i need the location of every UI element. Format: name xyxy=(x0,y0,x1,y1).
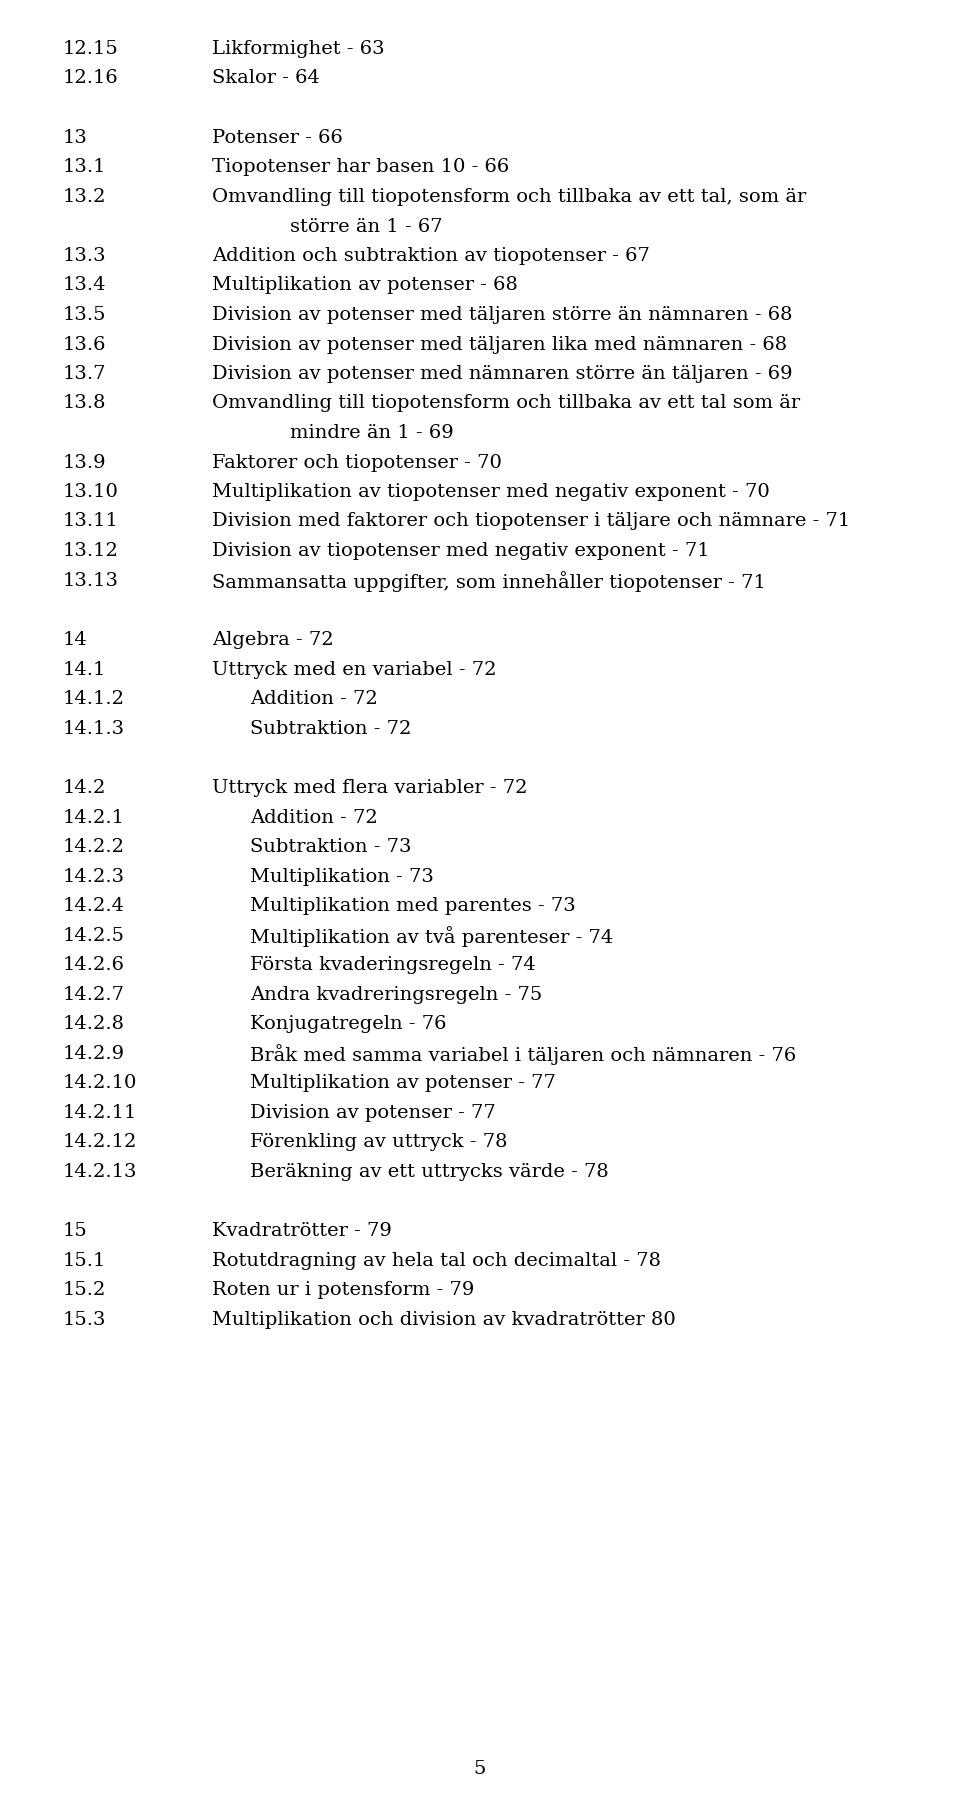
Text: 14.2.8: 14.2.8 xyxy=(63,1015,125,1034)
Text: 14.2.10: 14.2.10 xyxy=(63,1073,137,1091)
Text: 13.1: 13.1 xyxy=(63,159,107,177)
Text: Tiopotenser har basen 10 - 66: Tiopotenser har basen 10 - 66 xyxy=(212,159,509,177)
Text: 13.4: 13.4 xyxy=(63,277,107,295)
Text: Första kvaderingsregeln - 74: Första kvaderingsregeln - 74 xyxy=(250,956,536,974)
Text: Algebra - 72: Algebra - 72 xyxy=(212,632,334,650)
Text: Faktorer och tiopotenser - 70: Faktorer och tiopotenser - 70 xyxy=(212,454,502,471)
Text: Sammansatta uppgifter, som innehåller tiopotenser - 71: Sammansatta uppgifter, som innehåller ti… xyxy=(212,572,766,592)
Text: 15.2: 15.2 xyxy=(63,1281,107,1300)
Text: Division av potenser med täljaren lika med nämnaren - 68: Division av potenser med täljaren lika m… xyxy=(212,335,787,353)
Text: Multiplikation av potenser - 77: Multiplikation av potenser - 77 xyxy=(250,1073,556,1091)
Text: Roten ur i potensform - 79: Roten ur i potensform - 79 xyxy=(212,1281,474,1300)
Text: mindre än 1 - 69: mindre än 1 - 69 xyxy=(290,424,454,442)
Text: 14.2.7: 14.2.7 xyxy=(63,985,125,1003)
Text: Konjugatregeln - 76: Konjugatregeln - 76 xyxy=(250,1015,446,1034)
Text: Addition - 72: Addition - 72 xyxy=(250,809,377,827)
Text: Addition och subtraktion av tiopotenser - 67: Addition och subtraktion av tiopotenser … xyxy=(212,246,650,264)
Text: 14: 14 xyxy=(63,632,87,650)
Text: Förenkling av uttryck - 78: Förenkling av uttryck - 78 xyxy=(250,1133,508,1151)
Text: Multiplikation och division av kvadratrötter 80: Multiplikation och division av kvadratrö… xyxy=(212,1310,676,1329)
Text: 14.1.2: 14.1.2 xyxy=(63,690,125,708)
Text: 14.1: 14.1 xyxy=(63,661,107,679)
Text: 14.2.2: 14.2.2 xyxy=(63,838,125,856)
Text: 13.12: 13.12 xyxy=(63,541,119,559)
Text: Division av potenser med nämnaren större än täljaren - 69: Division av potenser med nämnaren större… xyxy=(212,366,793,384)
Text: Multiplikation - 73: Multiplikation - 73 xyxy=(250,867,434,885)
Text: Likformighet - 63: Likformighet - 63 xyxy=(212,40,385,58)
Text: större än 1 - 67: större än 1 - 67 xyxy=(290,217,443,235)
Text: 14.2.5: 14.2.5 xyxy=(63,927,125,945)
Text: 13: 13 xyxy=(63,129,88,147)
Text: 15: 15 xyxy=(63,1222,87,1240)
Text: Uttryck med flera variabler - 72: Uttryck med flera variabler - 72 xyxy=(212,778,527,796)
Text: 14.2: 14.2 xyxy=(63,778,107,796)
Text: 13.8: 13.8 xyxy=(63,395,107,413)
Text: 13.2: 13.2 xyxy=(63,188,107,206)
Text: Skalor - 64: Skalor - 64 xyxy=(212,69,320,87)
Text: 13.6: 13.6 xyxy=(63,335,107,353)
Text: 13.10: 13.10 xyxy=(63,483,119,501)
Text: Division av potenser - 77: Division av potenser - 77 xyxy=(250,1104,495,1122)
Text: 14.2.11: 14.2.11 xyxy=(63,1104,137,1122)
Text: Multiplikation av tiopotenser med negativ exponent - 70: Multiplikation av tiopotenser med negati… xyxy=(212,483,770,501)
Text: Omvandling till tiopotensform och tillbaka av ett tal, som är: Omvandling till tiopotensform och tillba… xyxy=(212,188,806,206)
Text: Multiplikation av potenser - 68: Multiplikation av potenser - 68 xyxy=(212,277,517,295)
Text: Division av tiopotenser med negativ exponent - 71: Division av tiopotenser med negativ expo… xyxy=(212,541,709,559)
Text: 14.2.13: 14.2.13 xyxy=(63,1162,137,1180)
Text: 13.13: 13.13 xyxy=(63,572,119,590)
Text: 12.16: 12.16 xyxy=(63,69,119,87)
Text: 5: 5 xyxy=(474,1759,486,1777)
Text: Andra kvadreringsregeln - 75: Andra kvadreringsregeln - 75 xyxy=(250,985,542,1003)
Text: 13.11: 13.11 xyxy=(63,512,119,530)
Text: Uttryck med en variabel - 72: Uttryck med en variabel - 72 xyxy=(212,661,496,679)
Text: 13.9: 13.9 xyxy=(63,454,107,471)
Text: 13.7: 13.7 xyxy=(63,366,107,384)
Text: Beräkning av ett uttrycks värde - 78: Beräkning av ett uttrycks värde - 78 xyxy=(250,1162,609,1180)
Text: Rotutdragning av hela tal och decimaltal - 78: Rotutdragning av hela tal och decimaltal… xyxy=(212,1251,661,1269)
Text: 14.2.9: 14.2.9 xyxy=(63,1044,125,1062)
Text: 14.2.6: 14.2.6 xyxy=(63,956,125,974)
Text: Multiplikation med parentes - 73: Multiplikation med parentes - 73 xyxy=(250,898,576,916)
Text: Kvadratrötter - 79: Kvadratrötter - 79 xyxy=(212,1222,392,1240)
Text: Division med faktorer och tiopotenser i täljare och nämnare - 71: Division med faktorer och tiopotenser i … xyxy=(212,512,851,530)
Text: Subtraktion - 73: Subtraktion - 73 xyxy=(250,838,412,856)
Text: Bråk med samma variabel i täljaren och nämnaren - 76: Bråk med samma variabel i täljaren och n… xyxy=(250,1044,796,1066)
Text: 13.5: 13.5 xyxy=(63,306,107,324)
Text: 14.2.3: 14.2.3 xyxy=(63,867,125,885)
Text: Potenser - 66: Potenser - 66 xyxy=(212,129,343,147)
Text: 13.3: 13.3 xyxy=(63,246,107,264)
Text: 15.3: 15.3 xyxy=(63,1310,107,1329)
Text: 12.15: 12.15 xyxy=(63,40,119,58)
Text: 14.2.12: 14.2.12 xyxy=(63,1133,137,1151)
Text: Addition - 72: Addition - 72 xyxy=(250,690,377,708)
Text: 15.1: 15.1 xyxy=(63,1251,107,1269)
Text: 14.2.1: 14.2.1 xyxy=(63,809,125,827)
Text: Omvandling till tiopotensform och tillbaka av ett tal som är: Omvandling till tiopotensform och tillba… xyxy=(212,395,800,413)
Text: Subtraktion - 72: Subtraktion - 72 xyxy=(250,720,412,737)
Text: Division av potenser med täljaren större än nämnaren - 68: Division av potenser med täljaren större… xyxy=(212,306,793,324)
Text: Multiplikation av två parenteser - 74: Multiplikation av två parenteser - 74 xyxy=(250,927,613,947)
Text: 14.1.3: 14.1.3 xyxy=(63,720,125,737)
Text: 14.2.4: 14.2.4 xyxy=(63,898,125,916)
